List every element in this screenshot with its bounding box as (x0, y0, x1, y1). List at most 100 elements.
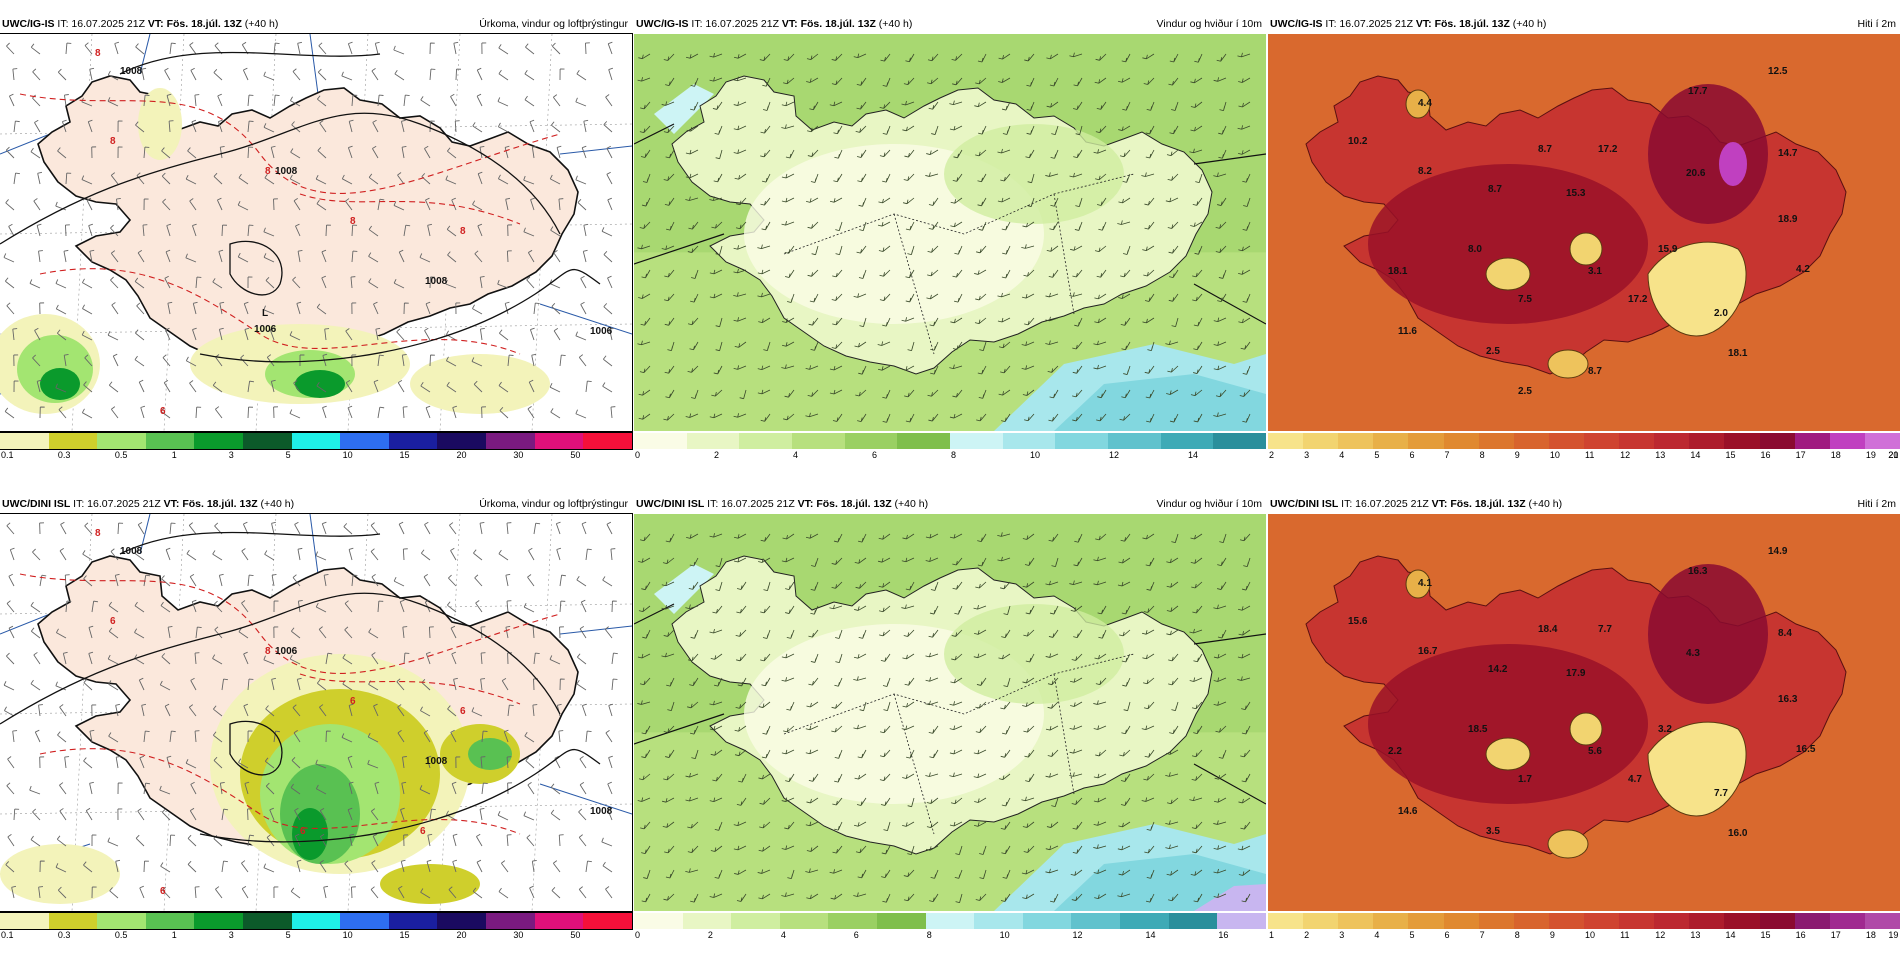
wind-map-svg (634, 34, 1266, 431)
colorbar-swatch (388, 913, 438, 929)
colorbar-swatch (583, 913, 632, 929)
temp-value-label: 8.2 (1418, 166, 1432, 177)
colorbar (0, 432, 633, 450)
panel-title: Úrkoma, vindur og loftþrýstingur (479, 498, 628, 510)
temp-value-label: 2.2 (1388, 746, 1402, 757)
temp-value-label: 17.9 (1566, 668, 1586, 679)
colorbar-tick-label: 15 (1725, 450, 1736, 460)
colorbar-tick-label: 15 (399, 450, 410, 460)
colorbar-swatch (243, 433, 292, 449)
temp-value-label: 20.6 (1686, 168, 1706, 179)
colorbar-tick-label: 5 (1374, 450, 1380, 460)
temp-value-label: 8.0 (1468, 244, 1482, 255)
colorbar-swatch (340, 433, 389, 449)
colorbar-swatch (1864, 913, 1900, 929)
colorbar-ticks: 0 2 4 6 8 10 12 14 (634, 450, 1266, 462)
colorbar-swatch (686, 433, 740, 449)
colorbar-tick-label: 5 (1409, 930, 1415, 940)
colorbar-swatch (194, 433, 244, 449)
temp-value-label: 5.6 (1588, 746, 1602, 757)
wind-arrows (637, 52, 1251, 423)
thickness-label: 8 (95, 48, 101, 59)
colorbar-swatch (534, 913, 584, 929)
colorbar-swatch (0, 913, 49, 929)
temp-value-label: 12.5 (1768, 66, 1788, 77)
colorbar-swatch (1829, 433, 1865, 449)
colorbar-swatch (950, 433, 1003, 449)
colorbar-swatch (1160, 433, 1214, 449)
init-time: 16.07.2025 21Z (87, 498, 161, 510)
precip-map-svg: 1008 1008 1008 1006 8 8 8 8 8 6 L 1006 (0, 34, 632, 431)
colorbar-swatch (437, 913, 487, 929)
colorbar-swatch (388, 433, 438, 449)
panel-title: Vindur og hviður í 10m (1156, 498, 1262, 510)
thickness-label: 6 (110, 616, 116, 627)
colorbar-tick-label: 1 (1269, 930, 1275, 940)
isobar-label: 1008 (120, 546, 143, 557)
temp-panel-dini: UWC/DINI ISL IT: 16.07.2025 21Z VT: Fös.… (1268, 496, 1900, 958)
colorbar-tick-label: 2 (707, 930, 713, 940)
temp-value-label: 4.4 (1418, 98, 1432, 109)
colorbar-tick-label: 20 (1888, 450, 1899, 460)
colorbar (0, 912, 633, 930)
panel-header: UWC/DINI ISL IT: 16.07.2025 21Z VT: Fös.… (636, 498, 1262, 510)
colorbar-ticks: 0.1 0.3 0.5 1 3 5 10 15 20 30 50 (0, 930, 632, 942)
panel-title: Hiti í 2m (1857, 498, 1896, 510)
colorbar (1268, 433, 1900, 449)
colorbar-tick-label: 15 (399, 930, 410, 940)
colorbar-swatch (1689, 913, 1725, 929)
temp-value-label: 16.3 (1688, 566, 1708, 577)
colorbar-tick-label: 0.3 (57, 930, 71, 940)
map-area: 4.4 12.5 17.7 10.2 8.2 8.7 17.2 14.7 8.7 15.3 20.6… (1268, 34, 1900, 431)
temp-value-label: 7.5 (1518, 294, 1532, 305)
thickness-label: 8 (110, 136, 116, 147)
valid-time: Fös. 18.júl. 13Z (1434, 18, 1510, 30)
temp-value-label: 4.2 (1796, 264, 1810, 275)
thickness-lines (19, 573, 561, 835)
temp-value-label: 16.0 (1728, 828, 1748, 839)
map-area (634, 34, 1266, 431)
colorbar-swatch (1443, 433, 1479, 449)
glacier-areas (1405, 89, 1747, 379)
colorbar-tick-label: 2 (1304, 930, 1310, 940)
colorbar-tick-label: 7 (1444, 450, 1450, 460)
panel-header: UWC/IG-IS IT: 16.07.2025 21Z VT: Fös. 18… (636, 18, 1262, 30)
colorbar-tick-label: 16 (1218, 930, 1229, 940)
colorbar-tick-label: 8 (1514, 930, 1520, 940)
temp-map-svg: 4.4 12.5 17.7 10.2 8.2 8.7 17.2 14.7 8.7 15.3 20.6… (1268, 34, 1900, 431)
isobar-label: 1008 (425, 276, 448, 287)
colorbar-swatch (291, 913, 341, 929)
colorbar-ticks: 2 3 4 5 6 7 8 9 10 11 12 13 14 15 16 17 18 19 20 21 (1268, 450, 1900, 462)
colorbar-swatch (97, 913, 146, 929)
colorbar-tick-label: 12 (1655, 930, 1666, 940)
colorbar-swatch (1654, 913, 1690, 929)
colorbar-tick-label: 6 (1444, 930, 1450, 940)
colorbar-swatch (1654, 433, 1690, 449)
isobar-label: 1008 (275, 166, 298, 177)
thickness-label: 6 (160, 406, 166, 417)
precip-panel-igis: UWC/IG-IS IT: 16.07.2025 21Z VT: Fös. 18… (0, 16, 633, 478)
colorbar-tick-label: 0.1 (1, 450, 14, 460)
temp-value-label: 15.3 (1566, 188, 1586, 199)
colorbar-swatch (534, 433, 584, 449)
colorbar-swatch (0, 433, 49, 449)
colorbar-swatch (1548, 433, 1584, 449)
colorbar (634, 913, 1266, 929)
colorbar-tick-label: 11 (1585, 450, 1595, 460)
colorbar-tick-label: 8 (926, 930, 932, 940)
colorbar-swatch (925, 913, 975, 929)
colorbar-swatch (634, 433, 687, 449)
temp-value-label: 14.9 (1768, 546, 1788, 557)
model-name: UWC/IG-IS (636, 18, 689, 30)
thickness-label: 6 (350, 696, 356, 707)
colorbar-tick-label: 6 (853, 930, 859, 940)
temp-value-label: 15.6 (1348, 616, 1368, 627)
colorbar-swatch (792, 433, 845, 449)
colorbar-swatch (1583, 913, 1620, 929)
colorbar-tick-label: 30 (513, 930, 524, 940)
temp-value-label: 17.2 (1598, 144, 1618, 155)
isobars (0, 51, 601, 363)
thickness-label: 8 (460, 226, 466, 237)
colorbar-swatch (844, 433, 898, 449)
panel-header: UWC/DINI ISL IT: 16.07.2025 21Z VT: Fös.… (2, 498, 628, 510)
